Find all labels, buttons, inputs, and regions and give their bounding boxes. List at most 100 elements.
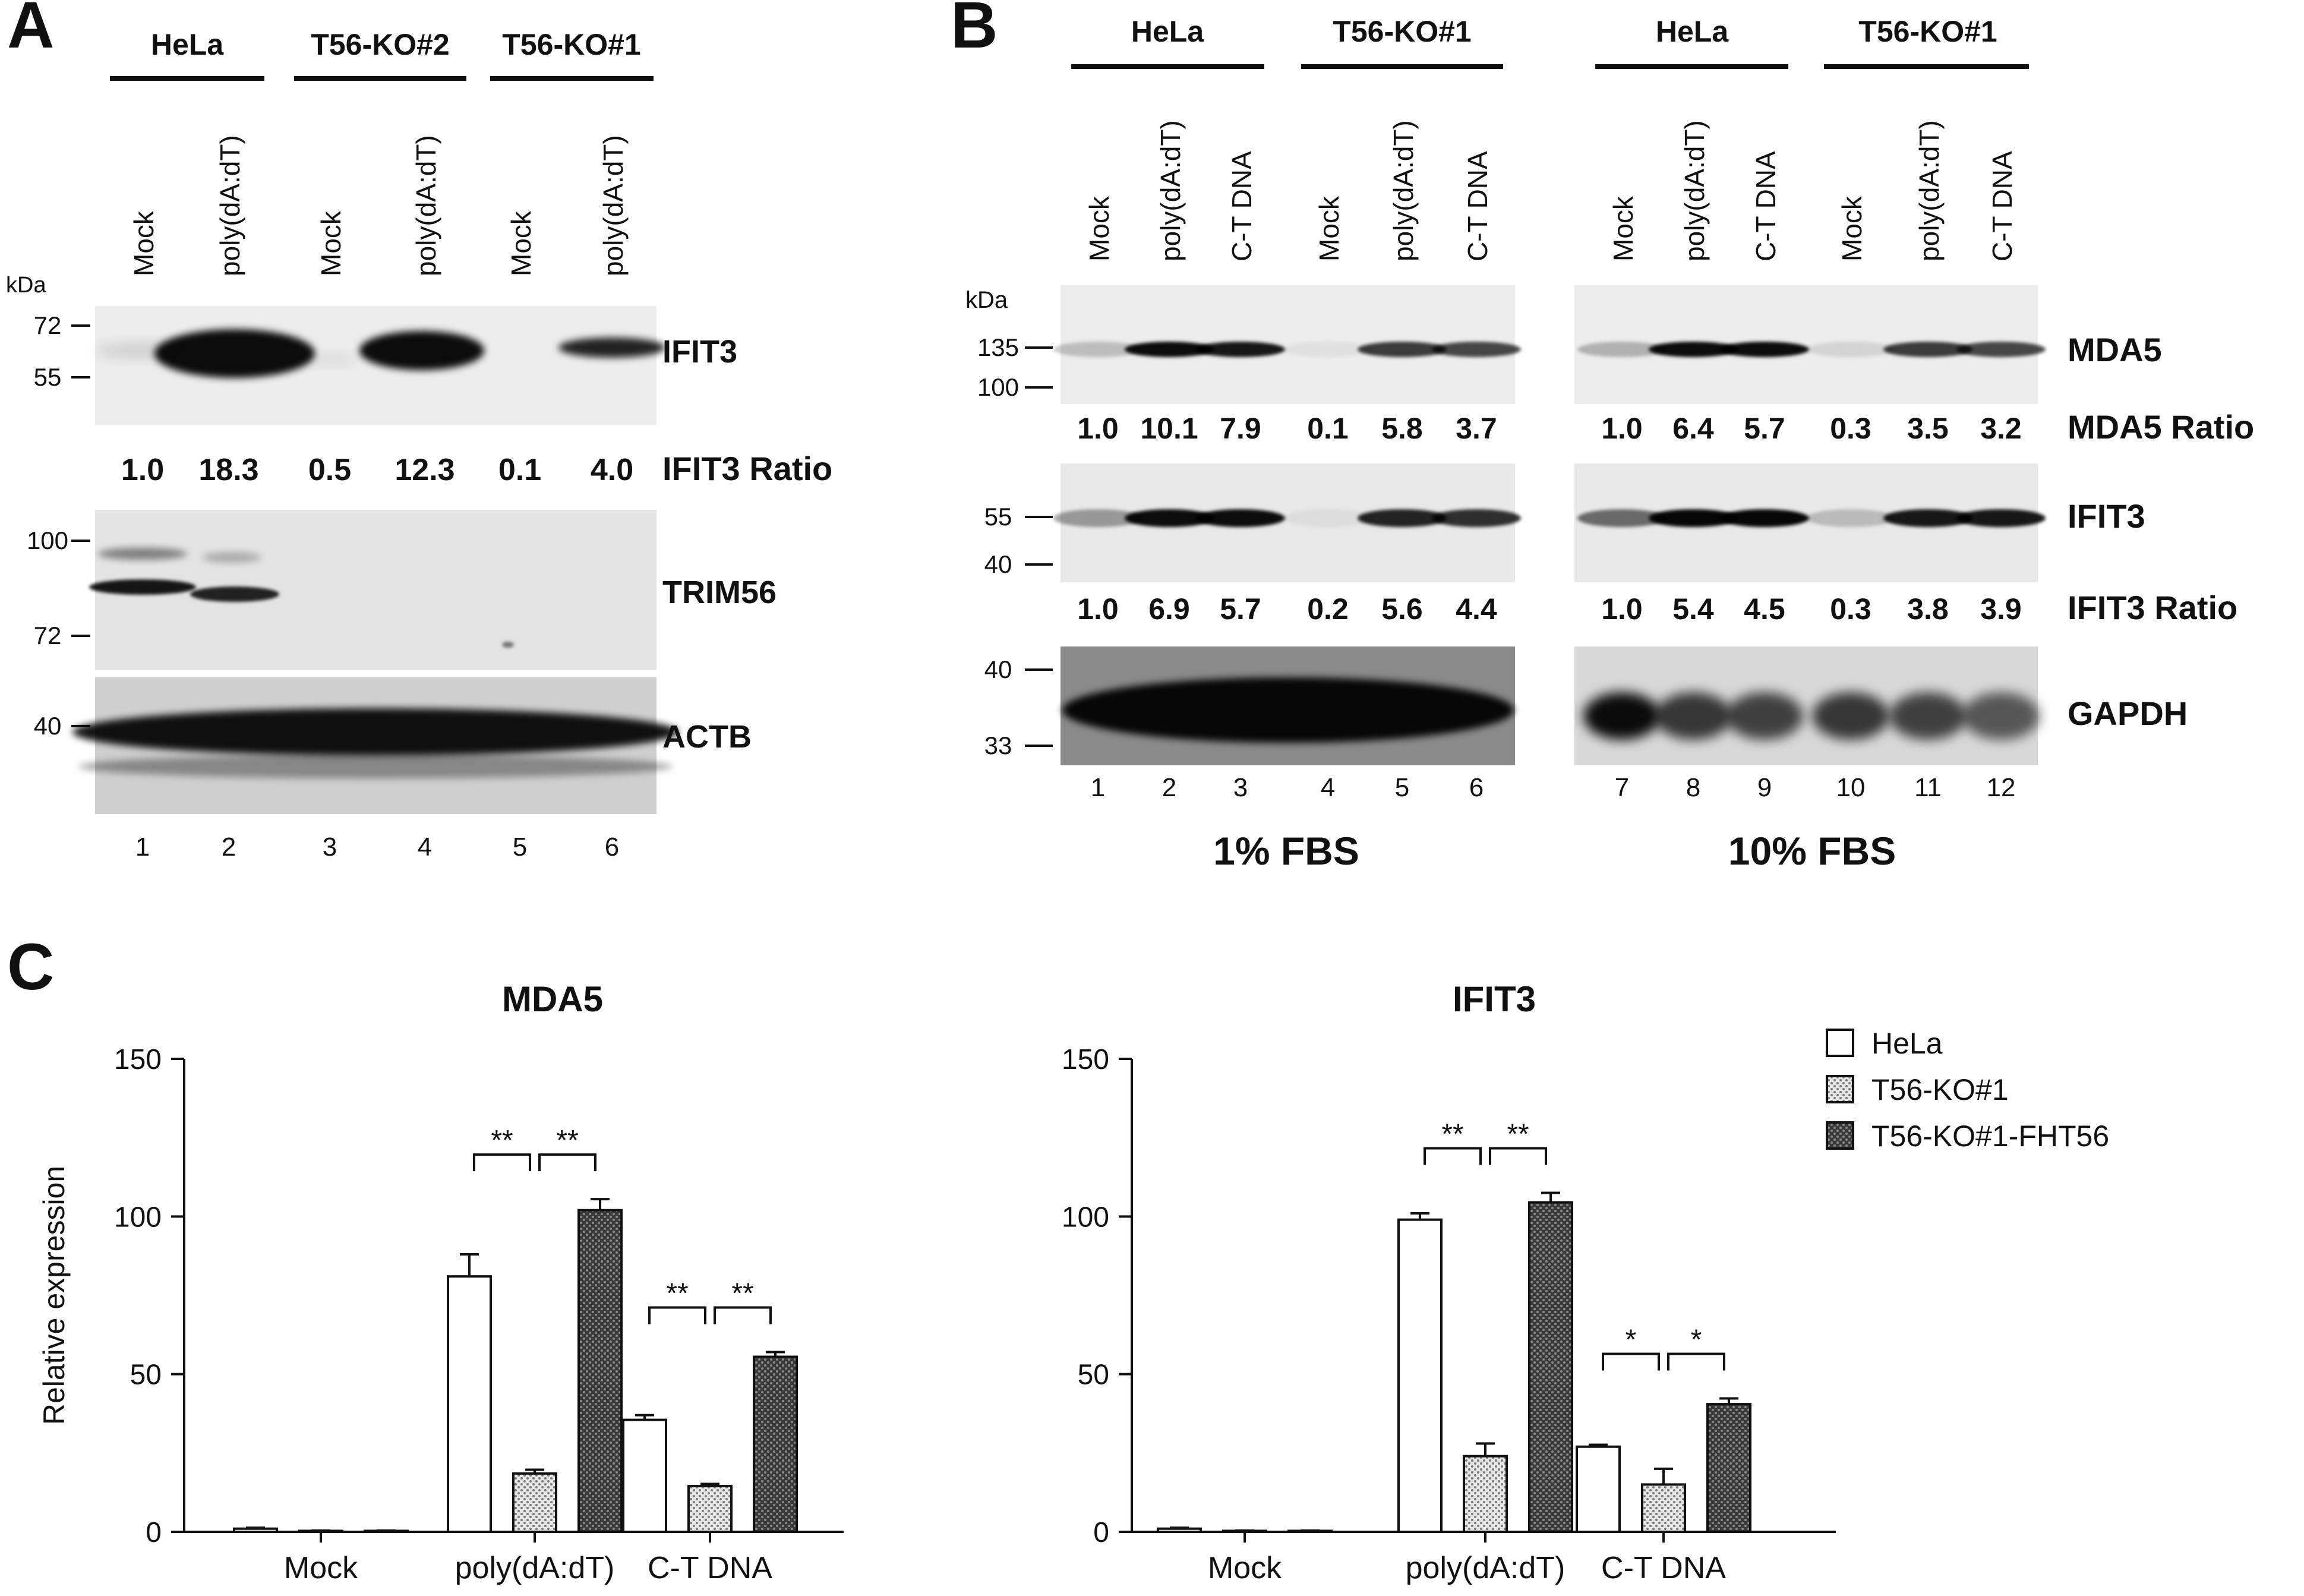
lane-number: 7 xyxy=(1615,773,1629,802)
bar-t56-ko-1-fht56 xyxy=(753,1355,798,1533)
x-tick-label: Mock xyxy=(284,1551,358,1585)
significance-mark: ** xyxy=(1441,1119,1463,1150)
group-label: HeLa xyxy=(1656,15,1729,48)
chart-title: MDA5 xyxy=(502,979,603,1019)
ratio-label: IFIT3 Ratio xyxy=(2068,589,2237,626)
ratio-value: 4.5 xyxy=(1744,592,1785,626)
bar-hela xyxy=(622,1418,667,1533)
lane-label: poly(dA:dT) xyxy=(1155,120,1186,261)
band xyxy=(1655,692,1732,740)
lane-number: 1 xyxy=(1091,773,1105,802)
panel-b-western-blot: HeLa T56-KO#1 HeLa T56-KO#1 Mock poly(dA:dT) C… xyxy=(965,15,2254,873)
significance-bracket xyxy=(473,1153,531,1172)
y-axis-label: Relative expression xyxy=(37,1166,71,1425)
ratio-value: 0.1 xyxy=(498,453,541,487)
y-tick-label: 150 xyxy=(1062,1044,1109,1075)
ratio-value: 1.0 xyxy=(1601,592,1643,626)
ratio-value: 1.0 xyxy=(1601,412,1643,445)
lane-number: 6 xyxy=(605,832,619,862)
group-label: HeLa xyxy=(151,28,224,61)
lane-label: poly(dA:dT) xyxy=(1679,120,1710,261)
band xyxy=(1583,692,1661,740)
band xyxy=(1956,342,2046,357)
band xyxy=(1358,509,1447,527)
band xyxy=(78,755,673,778)
y-tick-label: 100 xyxy=(114,1201,162,1233)
ratio-value: 10.1 xyxy=(1140,412,1198,445)
ratio-value: 18.3 xyxy=(198,453,258,487)
bar-hela xyxy=(447,1275,492,1533)
lane-number: 8 xyxy=(1686,773,1700,802)
lane-label: Mock xyxy=(1608,195,1639,261)
ratio-value: 6.4 xyxy=(1672,412,1714,445)
band xyxy=(1726,692,1803,740)
band xyxy=(1649,342,1738,357)
panel-c-bar-charts: MDA5 Relative expression 0 50 100 150 Mock poly… xyxy=(37,979,2109,1585)
band xyxy=(154,329,315,378)
lane-label: Mock xyxy=(1836,195,1867,261)
band xyxy=(558,338,665,358)
lane-number: 12 xyxy=(1987,773,2016,802)
significance-bracket xyxy=(714,1306,772,1324)
ratio-value: 5.8 xyxy=(1381,412,1423,445)
group-label: T56-KO#2 xyxy=(311,28,449,61)
band xyxy=(1883,509,1972,527)
marker-label: 72 xyxy=(34,622,62,649)
ratio-value: 5.6 xyxy=(1381,592,1423,626)
significance-mark: * xyxy=(1626,1324,1637,1356)
ratio-value: 4.4 xyxy=(1456,592,1497,626)
band xyxy=(202,552,261,563)
lane-number: 3 xyxy=(323,832,337,862)
y-tick-label: 150 xyxy=(114,1044,162,1075)
lane-label: poly(dA:dT) xyxy=(214,135,245,276)
ratio-value: 5.7 xyxy=(1744,412,1785,445)
band xyxy=(89,579,196,595)
blot-label: IFIT3 xyxy=(2068,497,2145,535)
ratio-value: 3.2 xyxy=(1980,412,2022,445)
bar-t56-ko-1-fht56 xyxy=(1706,1403,1751,1534)
significance-bracket xyxy=(538,1153,596,1172)
ratio-value: 3.7 xyxy=(1456,412,1497,445)
significance-mark: ** xyxy=(556,1125,578,1156)
kda-label: kDa xyxy=(6,273,46,298)
panel-a-western-blot: HeLa T56-KO#2 T56-KO#1 Mock poly(dA:dT) Mock p… xyxy=(6,28,832,862)
bar-t56-ko-1-fht56 xyxy=(577,1209,623,1533)
band xyxy=(1806,342,1895,357)
band xyxy=(1283,509,1372,527)
significance-bracket xyxy=(1602,1352,1660,1371)
ratio-value: 1.0 xyxy=(1077,592,1119,626)
band xyxy=(1577,509,1667,527)
marker-label: 40 xyxy=(984,550,1012,578)
band xyxy=(1125,509,1214,527)
bar-t56-ko-1-fht56 xyxy=(1528,1201,1573,1534)
ratio-value: 3.8 xyxy=(1907,592,1949,626)
significance-bracket xyxy=(648,1306,706,1324)
condition-label: 1% FBS xyxy=(1213,829,1359,873)
group-label: HeLa xyxy=(1131,15,1204,48)
legend-swatch xyxy=(1826,1029,1854,1057)
marker-label: 40 xyxy=(984,655,1012,683)
band xyxy=(1196,509,1285,527)
band xyxy=(309,354,356,365)
ratio-value: 1.0 xyxy=(1077,412,1119,445)
bar-hela xyxy=(233,1527,278,1534)
panel-letter-a: A xyxy=(7,0,54,62)
band xyxy=(72,708,678,756)
lane-label: C-T DNA xyxy=(1226,151,1257,261)
lane-number: 2 xyxy=(1162,773,1176,802)
significance-mark: ** xyxy=(1507,1119,1529,1150)
ratio-value: 0.3 xyxy=(1830,592,1871,626)
lane-label: Mock xyxy=(506,210,536,276)
bar-t56-ko-1 xyxy=(1641,1483,1686,1533)
x-tick-label: Mock xyxy=(1208,1551,1282,1585)
lane-number: 11 xyxy=(1914,773,1942,802)
marker-label: 55 xyxy=(984,503,1012,531)
y-tick-label: 0 xyxy=(146,1517,162,1548)
ratio-value: 0.2 xyxy=(1307,592,1349,626)
band xyxy=(1883,342,1972,357)
ratio-value: 3.5 xyxy=(1907,412,1949,445)
lane-label: C-T DNA xyxy=(1462,151,1493,261)
marker-label: 135 xyxy=(977,333,1019,361)
